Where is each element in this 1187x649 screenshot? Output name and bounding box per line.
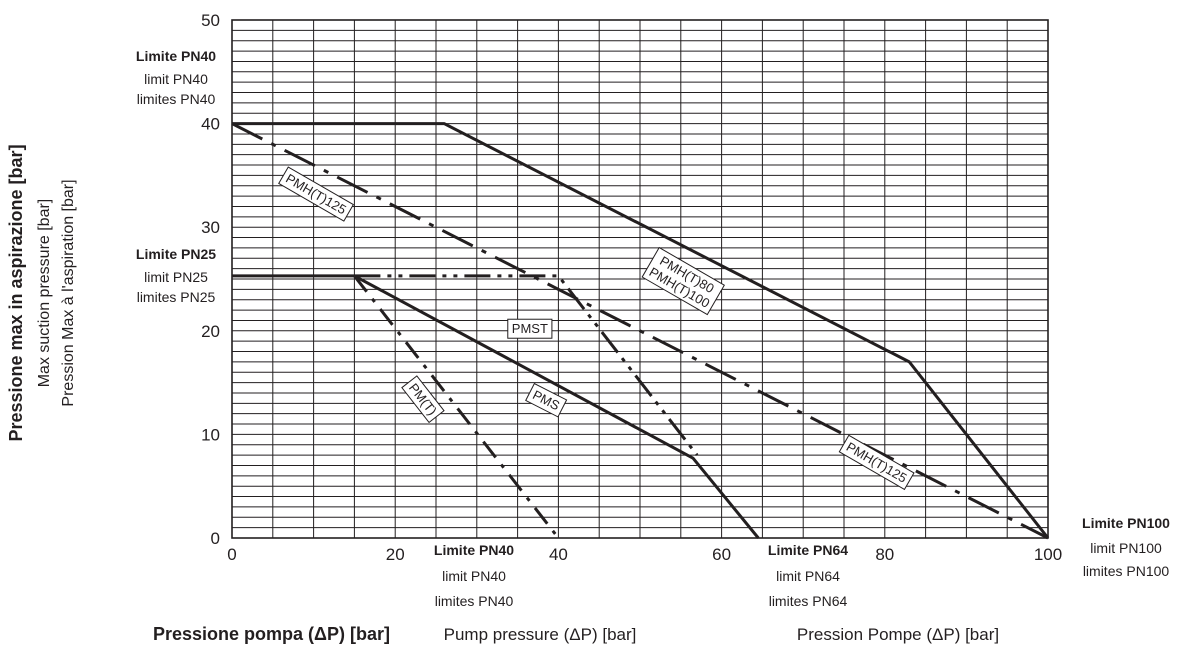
chart-series [231, 122, 1050, 540]
series-label-box [507, 318, 553, 339]
y-axis-ticks: 0 10 20 30 40 50 [201, 11, 220, 548]
plot-frame [231, 19, 1049, 539]
y-axis-title-fr: Pression Max à l'aspiration [bar] [60, 179, 77, 406]
series-line [231, 122, 1049, 540]
limit-pn25-y-line1: Limite PN25 [136, 246, 216, 262]
series-label-box [525, 382, 568, 418]
series-label-text: PMH(T)125 [844, 439, 910, 486]
x-tick-label: 80 [875, 545, 894, 564]
x-axis-title: Pressione pompa (ΔP) [bar] Pump pressure… [153, 624, 999, 644]
limit-pn40-y-annotation: Limite PN40 limit PN40 limites PN40 [136, 48, 216, 107]
y-tick-label: 20 [201, 322, 220, 341]
limit-pn64-x-line3: limites PN64 [769, 593, 848, 609]
series-label-text: PMST [512, 321, 548, 336]
series-label-box [278, 166, 355, 222]
limit-pn64-x-annotation: Limite PN64 limit PN64 limites PN64 [768, 542, 848, 609]
limit-pn40-y-line2: limit PN40 [144, 71, 208, 87]
limit-pn25-y-annotation: Limite PN25 limit PN25 limites PN25 [136, 246, 216, 305]
y-tick-label: 0 [211, 529, 220, 548]
limit-pn40-y-line3: limites PN40 [137, 91, 216, 107]
x-tick-label: 0 [227, 545, 236, 564]
series-line [353, 274, 560, 539]
limit-pn40-y-line1: Limite PN40 [136, 48, 216, 64]
limit-pn40-x-line1: Limite PN40 [434, 542, 514, 558]
series-label: PMH(T)125 [838, 434, 915, 491]
limit-pn40-x-annotation: Limite PN40 limit PN40 limites PN40 [434, 542, 514, 609]
series-labels: PMH(T)125PMH(T)80PMH(T)100PMSTPMSPM(T)PM… [278, 166, 915, 491]
series-label-box [838, 434, 915, 491]
series-label: PMST [507, 318, 553, 339]
limit-pn64-x-line1: Limite PN64 [768, 542, 848, 558]
limit-pn40-x-line2: limit PN40 [442, 568, 506, 584]
series-label-box [401, 375, 445, 424]
x-axis-title-en: Pump pressure (ΔP) [bar] [444, 625, 637, 644]
y-tick-label: 40 [201, 115, 220, 134]
series-line [354, 274, 699, 457]
y-axis-title: Pressione max in aspirazione [bar] Max s… [6, 144, 77, 441]
limit-pn25-y-line3: limites PN25 [137, 289, 216, 305]
series-label-box [641, 246, 725, 316]
chart-grid [231, 19, 1049, 539]
x-axis-ticks: 0 20 40 60 80 100 [227, 545, 1062, 564]
x-tick-label: 20 [386, 545, 405, 564]
x-axis-title-fr: Pression Pompe (ΔP) [bar] [797, 625, 999, 644]
y-tick-label: 10 [201, 425, 220, 444]
x-tick-label: 60 [712, 545, 731, 564]
limit-pn100-x-annotation: Limite PN100 limit PN100 limites PN100 [1082, 515, 1170, 579]
x-tick-label: 40 [549, 545, 568, 564]
limit-pn100-x-line2: limit PN100 [1090, 540, 1162, 556]
y-axis-title-en: Max suction pressure [bar] [36, 199, 53, 388]
limit-pn25-y-line2: limit PN25 [144, 269, 208, 285]
limit-pn64-x-line2: limit PN64 [776, 568, 840, 584]
series-line [232, 122, 1050, 539]
limit-pn100-x-line3: limites PN100 [1083, 563, 1170, 579]
limit-pn100-x-line1: Limite PN100 [1082, 515, 1170, 531]
y-axis-title-it: Pressione max in aspirazione [bar] [6, 144, 26, 441]
y-tick-label: 30 [201, 218, 220, 237]
y-tick-label: 50 [201, 11, 220, 30]
series-line [232, 274, 760, 539]
x-axis-title-it: Pressione pompa (ΔP) [bar] [153, 624, 390, 644]
limit-pn40-x-line3: limites PN40 [435, 593, 514, 609]
x-tick-label: 100 [1034, 545, 1062, 564]
